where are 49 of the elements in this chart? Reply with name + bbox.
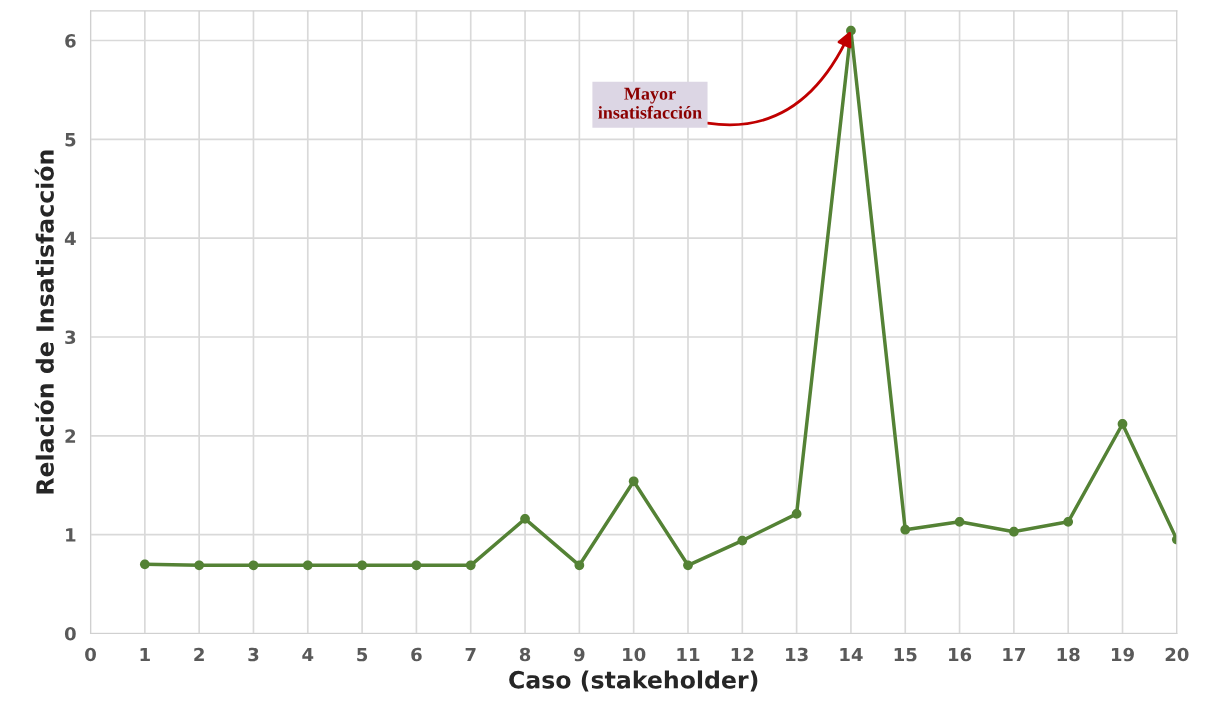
- x-tick-label: 17: [1003, 647, 1026, 662]
- x-axis-title: Caso (stakeholder): [509, 670, 758, 692]
- point: [737, 535, 748, 546]
- point: [139, 559, 150, 570]
- point: [411, 560, 422, 571]
- x-tick-label: 2: [194, 647, 204, 662]
- point: [1117, 419, 1128, 429]
- point: [1063, 516, 1074, 527]
- x-tick-label: 14: [840, 647, 863, 662]
- point: [302, 560, 313, 571]
- y-tick-label: 1: [66, 528, 76, 542]
- x-tick-label: 12: [731, 647, 754, 662]
- x-tick-label: 10: [623, 647, 646, 662]
- x-tick-label: 13: [786, 647, 808, 662]
- x-tick-label: 7: [465, 647, 476, 662]
- x-tick-label: 0: [85, 647, 96, 662]
- point: [954, 516, 965, 527]
- x-tick-label: 18: [1057, 647, 1080, 662]
- x-tick-label: 9: [574, 647, 585, 662]
- point: [900, 524, 911, 535]
- point: [194, 560, 205, 571]
- x-tick-label: 5: [357, 647, 368, 662]
- x-tick-label: 16: [949, 647, 972, 662]
- y-tick-label: 3: [65, 330, 76, 345]
- point: [520, 513, 530, 524]
- y-axis-title: Relación de Insatisfacción: [34, 150, 54, 494]
- x-tick-label: 11: [677, 647, 700, 662]
- point: [683, 560, 693, 571]
- x-tick-label: 20: [1165, 647, 1189, 662]
- point: [791, 509, 802, 519]
- y-tick-label: 5: [65, 133, 76, 147]
- x-tick-label: 3: [248, 647, 259, 662]
- x-tick-label: 8: [519, 647, 531, 662]
- y-tick-label: 2: [65, 429, 76, 443]
- x-tick-label: 4: [302, 647, 314, 662]
- y-tick-label: 0: [64, 626, 76, 641]
- y-tick-label: 4: [64, 231, 76, 246]
- x-tick-label: 15: [894, 647, 917, 662]
- point: [357, 560, 367, 571]
- x-tick-label: 1: [140, 647, 150, 662]
- y-tick-label: 6: [65, 33, 76, 48]
- annotation: Mayor insatisfacción: [598, 87, 702, 119]
- x-tick-label: 19: [1111, 647, 1134, 662]
- point: [248, 560, 259, 571]
- x-tick-label: 6: [411, 647, 422, 662]
- point: [465, 560, 476, 571]
- point: [1009, 526, 1019, 537]
- point: [628, 476, 639, 487]
- point: [574, 560, 585, 571]
